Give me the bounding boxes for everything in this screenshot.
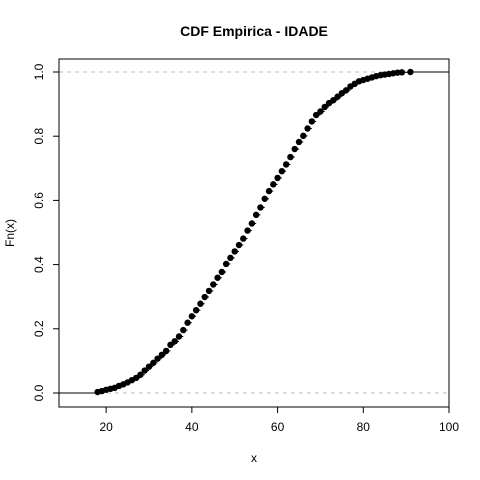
data-point (222, 260, 230, 268)
data-point (278, 167, 286, 175)
y-axis: 0.0 0.2 0.4 0.6 0.8 1.0 (32, 63, 59, 401)
data-point (407, 68, 414, 76)
data-point (265, 187, 273, 195)
data-point (227, 254, 234, 262)
x-tick-label: 80 (357, 420, 371, 434)
data-point (205, 287, 213, 295)
data-point (231, 248, 238, 255)
data-point (342, 87, 350, 94)
x-tick-label: 100 (439, 420, 459, 434)
data-point (175, 333, 183, 340)
data-point (162, 347, 170, 355)
data-points (94, 68, 414, 396)
data-point (150, 359, 157, 367)
data-point (330, 97, 337, 104)
data-point (154, 355, 161, 362)
data-point (300, 132, 307, 140)
data-point (141, 367, 148, 374)
chart-title: CDF Empirica - IDADE (180, 23, 328, 39)
data-point (295, 138, 303, 146)
data-point (317, 108, 324, 115)
data-point (158, 351, 166, 359)
data-point (235, 241, 243, 249)
data-point (145, 363, 153, 370)
data-point (167, 341, 174, 349)
data-point (137, 371, 144, 378)
data-point (197, 300, 204, 307)
x-axis: 20 40 60 80 100 (99, 407, 459, 434)
x-tick-label: 20 (99, 420, 113, 434)
data-point (321, 103, 328, 111)
x-tick-label: 60 (271, 420, 285, 434)
data-point (184, 319, 191, 326)
data-point (214, 274, 221, 281)
data-point (257, 204, 264, 211)
data-point (270, 181, 277, 188)
y-tick-label: 0.8 (32, 128, 46, 145)
data-point (210, 281, 217, 288)
data-point (261, 195, 268, 202)
data-point (304, 125, 311, 132)
reference-lines (59, 71, 449, 394)
data-point (188, 313, 196, 320)
data-point (291, 145, 298, 153)
y-tick-label: 0.4 (32, 256, 46, 273)
x-axis-label: x (251, 451, 257, 465)
data-point (252, 211, 260, 219)
plot-frame (58, 58, 450, 408)
data-point (312, 111, 320, 119)
data-point (201, 293, 208, 301)
data-point (398, 69, 406, 76)
x-tick-label: 40 (185, 420, 199, 434)
data-point (248, 220, 256, 227)
data-point (282, 161, 290, 168)
data-point (192, 306, 200, 314)
y-tick-label: 0.6 (32, 192, 46, 209)
data-point (218, 268, 226, 276)
y-tick-label: 1.0 (32, 63, 46, 80)
data-point (171, 338, 178, 345)
data-point (308, 118, 316, 125)
y-tick-label: 0.0 (32, 384, 46, 401)
step-lines (59, 71, 449, 394)
data-point (334, 93, 341, 100)
y-axis-label: Fn(x) (3, 219, 17, 247)
data-point (287, 153, 294, 161)
data-point (274, 174, 281, 182)
data-point (240, 235, 247, 242)
data-point (180, 326, 187, 334)
data-point (244, 227, 251, 234)
y-tick-label: 0.2 (32, 320, 46, 337)
